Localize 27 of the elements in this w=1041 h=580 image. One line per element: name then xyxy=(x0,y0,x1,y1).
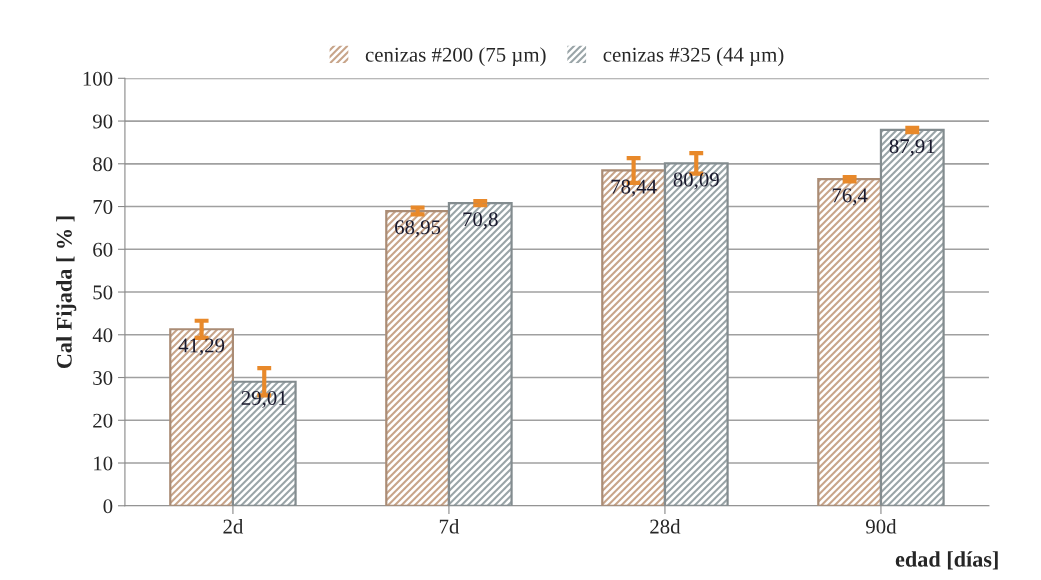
y-tick-label: 50 xyxy=(93,285,113,300)
x-tick-label: 2d xyxy=(223,518,244,534)
legend-label: cenizas #325 (44 µm) xyxy=(603,47,784,67)
y-tick-label: 90 xyxy=(92,114,113,129)
data-label: 87,91 xyxy=(889,139,935,157)
x-tick-label: 7d xyxy=(439,518,460,534)
y-tick-label: 10 xyxy=(94,456,113,471)
data-label: 41,29 xyxy=(178,338,225,356)
y-tick-label: 20 xyxy=(93,413,113,428)
data-label: 70,8 xyxy=(463,212,498,230)
x-tick-label: 90d xyxy=(865,518,897,534)
y-tick-label: 0 xyxy=(103,499,113,514)
y-tick-label: 100 xyxy=(83,71,113,86)
data-label: 29,01 xyxy=(241,390,287,408)
y-axis-title: Cal Fijada [ % ] xyxy=(56,216,77,369)
y-tick-label: 30 xyxy=(93,370,113,385)
y-tick-label: 60 xyxy=(93,242,113,257)
data-label: 78,44 xyxy=(611,179,657,197)
y-tick-label: 80 xyxy=(93,157,113,172)
y-tick-label: 70 xyxy=(93,199,113,214)
x-tick-label: 28d xyxy=(650,518,681,534)
x-axis-title: edad [días] xyxy=(895,551,998,570)
data-label: 80,09 xyxy=(673,172,719,190)
legend-label: cenizas #200 (75 µm) xyxy=(365,47,546,67)
data-label: 76,4 xyxy=(832,188,868,206)
data-label: 68,95 xyxy=(395,220,441,238)
y-tick-label: 40 xyxy=(92,328,113,343)
